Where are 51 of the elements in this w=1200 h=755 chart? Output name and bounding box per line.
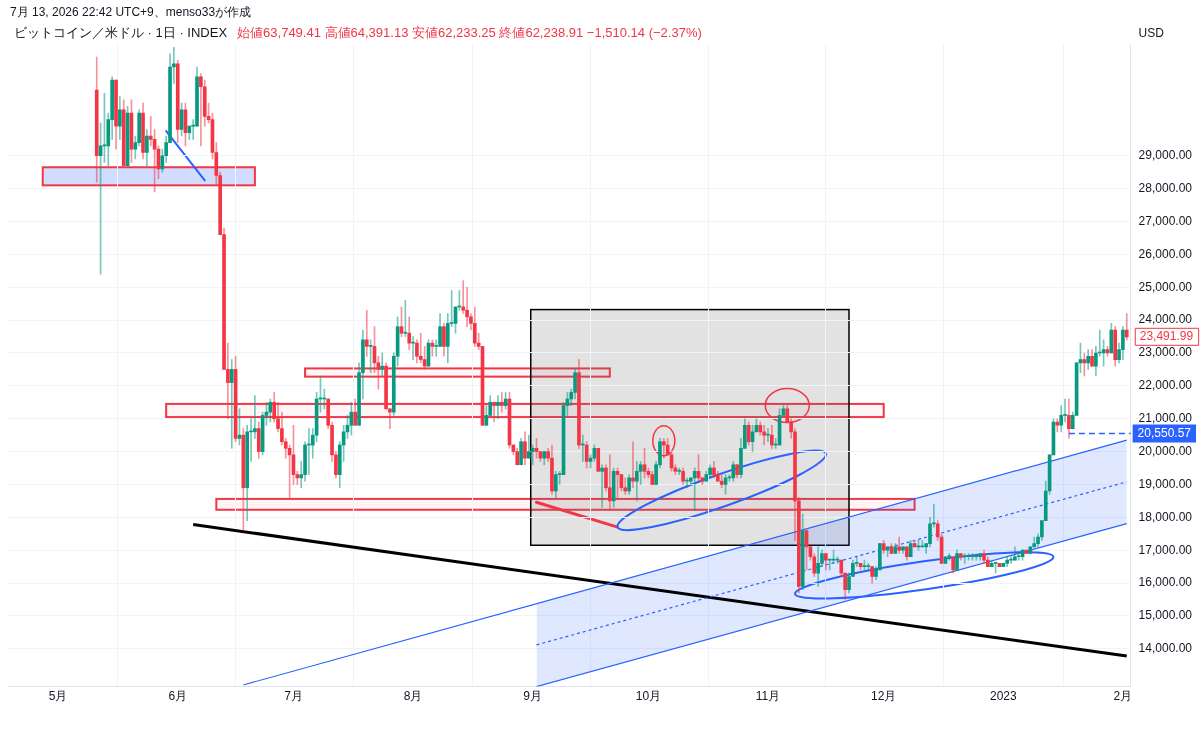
y-tick-label: 28,000.00 [1138, 180, 1193, 195]
x-tick-label: 2月 [1113, 689, 1133, 704]
x-tick-label: 11月 [755, 689, 781, 704]
candlestick [623, 477, 628, 495]
y-tick-label: 17,000.00 [1138, 542, 1193, 557]
candlestick [1063, 398, 1067, 423]
chart-subtitle: 始値63,749.41 高値64,391.13 安値62,233.25 終値62,238.91 −1,510.14 (−2.37%) [237, 25, 702, 40]
candlestick [600, 464, 604, 508]
y-tick-label: 14,000.00 [1138, 641, 1193, 656]
candlestick [364, 309, 369, 357]
y-axis-title: USD [1138, 26, 1164, 40]
x-tick-label: 10月 [635, 689, 662, 704]
x-tick-label: 12月 [871, 689, 897, 704]
candlestick [253, 395, 257, 439]
candlestick [499, 392, 504, 413]
candlestick [634, 461, 639, 502]
x-tick-label: 2023 [989, 689, 1017, 704]
candlestick [461, 280, 466, 314]
y-tick-label: 26,000.00 [1138, 246, 1193, 261]
annotation: 23,491.99 [1139, 329, 1194, 344]
candlestick [897, 536, 901, 554]
y-tick-label: 29,000.00 [1138, 148, 1193, 163]
x-tick-label: 9月 [523, 689, 542, 704]
y-tick-label: 23,000.00 [1138, 345, 1193, 360]
x-tick-label: 8月 [403, 689, 423, 704]
x-tick-label: 6月 [168, 689, 188, 704]
candlestick [172, 46, 176, 84]
y-tick-label: 19,000.00 [1138, 476, 1193, 491]
candlestick [496, 395, 500, 420]
y-tick-label: 18,000.00 [1138, 509, 1193, 524]
y-tick-label: 16,000.00 [1138, 575, 1193, 590]
y-tick-label: 24,000.00 [1138, 312, 1193, 327]
candlestick [465, 286, 469, 328]
text: 7月 13, 2026 22:42 UTC+9、menso33が作成 [10, 4, 252, 21]
chart-title: ビットコイン／米ドル · 1日 · INDEX [14, 25, 228, 40]
y-tick-label: 15,000.00 [1138, 608, 1193, 623]
candlestick [661, 438, 666, 459]
candlestick [199, 73, 203, 147]
candlestick [1082, 352, 1087, 377]
y-tick-label: 22,000.00 [1138, 378, 1193, 393]
y-tick-label: 27,000.00 [1138, 213, 1193, 228]
candlestick [492, 401, 496, 423]
y-tick-label: 25,000.00 [1138, 279, 1193, 294]
ref-line-label: 20,550.57 [1137, 425, 1192, 440]
candlestick [229, 359, 234, 449]
x-tick-label: 5月 [48, 689, 68, 704]
y-tick-label: 21,000.00 [1138, 411, 1193, 426]
candlestick [148, 115, 153, 147]
candlestick [380, 352, 385, 377]
x-tick-label: 7月 [284, 689, 303, 704]
y-tick-label: 20,000.00 [1138, 443, 1193, 458]
